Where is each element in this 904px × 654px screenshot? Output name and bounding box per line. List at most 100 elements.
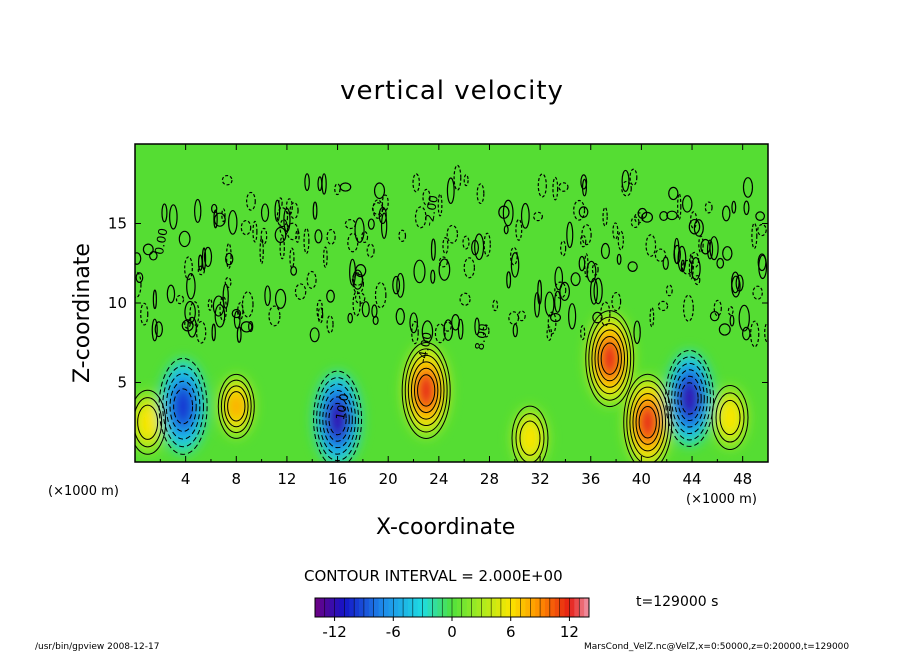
contour-line (175, 294, 185, 305)
contour-line (657, 300, 669, 312)
contour-line (221, 208, 226, 223)
contour-line (373, 182, 386, 200)
contour-line (289, 202, 299, 220)
colorbar-swatch (564, 598, 570, 617)
y-tick-label: 15 (108, 215, 127, 233)
colorbar-swatch (549, 598, 556, 617)
contour-line (169, 380, 197, 432)
contour-line (463, 257, 476, 279)
contour-line (328, 402, 347, 436)
x-tick-label: 32 (531, 470, 550, 488)
contour-line (207, 298, 213, 311)
contour-line (665, 284, 673, 297)
colorbar-swatch (344, 598, 350, 617)
contour-line (414, 206, 427, 229)
contour-line (629, 386, 667, 458)
contour-line (645, 234, 657, 257)
contour-line (688, 253, 694, 280)
contour-line (719, 399, 741, 436)
contour-line (566, 221, 574, 249)
contour-line (326, 228, 336, 245)
contour-line (260, 227, 268, 245)
contour-line (290, 266, 298, 276)
contour-line (371, 202, 384, 215)
colorbar-swatch (520, 598, 526, 617)
contour-line (430, 238, 436, 261)
contour-line (197, 265, 206, 276)
field-blob (519, 421, 540, 456)
contour-line (323, 246, 328, 268)
contour-line (142, 243, 154, 256)
contour-label: -4.00 (415, 331, 434, 364)
contour-line (417, 374, 436, 407)
contour-line (319, 383, 356, 455)
contour-line (354, 217, 365, 243)
contour-line (729, 314, 735, 327)
contour-line (395, 308, 405, 325)
contour-line (289, 247, 295, 269)
contour-line (457, 318, 464, 340)
contour-line (552, 176, 559, 201)
contour-line (727, 306, 734, 316)
contour-line (240, 321, 253, 333)
field-blob (639, 406, 657, 438)
contour-line (221, 174, 233, 186)
contour-line (520, 202, 530, 229)
contour-line (731, 200, 737, 214)
field-blob (328, 403, 347, 435)
colorbar-swatch (373, 598, 380, 617)
colorbar-swatch (393, 598, 399, 617)
contour-line (554, 290, 562, 313)
contour-line (671, 362, 708, 434)
contour-line (547, 311, 557, 335)
contour-line (623, 373, 673, 462)
contour-line (549, 312, 562, 323)
field-blob (720, 400, 741, 435)
contour-line (593, 277, 603, 305)
contour-line (149, 251, 158, 261)
colorbar-swatch (354, 598, 360, 617)
contour-line (317, 176, 323, 192)
colorbar-swatch (554, 598, 561, 617)
contour-line (713, 299, 722, 317)
contour-line (322, 389, 353, 449)
contour-line (194, 198, 202, 223)
colorbar-swatch (535, 598, 541, 617)
contour-line (602, 206, 608, 227)
contour-line (459, 292, 471, 306)
contour-line (581, 224, 592, 246)
contour-line (503, 225, 509, 235)
contour-line (506, 271, 512, 289)
contour-line (430, 269, 436, 284)
contour-line (367, 218, 375, 230)
contour-line (392, 275, 401, 295)
x-tick-label: 48 (733, 470, 752, 488)
x-axis-label: X-coordinate (376, 515, 516, 540)
contour-line (680, 382, 699, 415)
contour-line (492, 299, 499, 312)
field-blob (601, 342, 619, 375)
velocity-field: 0.00 -2.00 10.0 -4.00 8.00 (135, 164, 768, 462)
contour-line (161, 203, 168, 223)
contour-line (151, 318, 158, 342)
x-tick-label: 12 (277, 470, 296, 488)
contour-line (698, 235, 704, 254)
contour-line (279, 236, 285, 260)
contour-line (510, 246, 518, 266)
colorbar-swatch (427, 598, 433, 617)
colorbar-swatch (574, 598, 580, 617)
colorbar-swatch (407, 598, 414, 617)
contour-line (154, 321, 163, 338)
contour-line (252, 220, 258, 243)
contour-line (463, 174, 469, 187)
contour-line (326, 315, 334, 334)
colorbar-tick-label: -6 (386, 623, 401, 641)
colorbar-swatch (437, 598, 443, 617)
contour-line (352, 269, 364, 290)
contour-line (195, 320, 207, 344)
contour-line (197, 254, 203, 271)
contour-line (533, 211, 543, 222)
field-blob (227, 391, 245, 422)
x-tick-label: 4 (181, 470, 191, 488)
contour-line (295, 229, 300, 243)
